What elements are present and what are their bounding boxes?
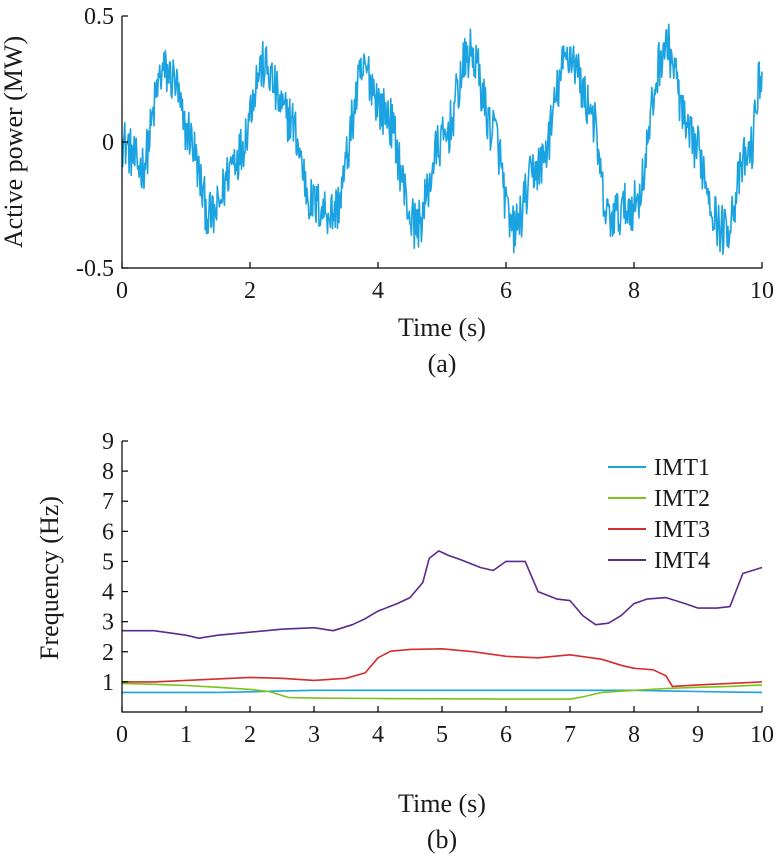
panel-b-series-line-imt4 (122, 550, 763, 640)
panel-b-axis-lines (121, 441, 762, 713)
panel-b-caption: (b) (427, 825, 457, 854)
panel-a-x-axis-label: Time (s) (398, 313, 486, 342)
panel-a-series-line (121, 23, 763, 256)
panel-a-x-tick-label: 8 (628, 278, 640, 304)
panel-b-x-tick-label: 5 (436, 722, 448, 748)
panel-b-y-ticks: 1 2 3 4 5 6 7 8 9 (102, 429, 128, 696)
legend-label-imt4: IMT4 (654, 548, 710, 574)
panel-b-series-group (121, 550, 763, 700)
panel-a-x-tick-label: 4 (372, 278, 384, 304)
panel-b-legend: IMT1 IMT2 IMT3 IMT4 (608, 455, 710, 574)
panel-b-axes (121, 441, 762, 713)
panel-b-x-tick-label: 2 (244, 722, 256, 748)
panel-a-x-ticks: 0 2 4 6 8 10 (116, 262, 774, 304)
panel-b-series-line-imt3 (122, 647, 763, 688)
panel-b-y-tick-label: 7 (102, 489, 114, 515)
panel-b-y-tick-label: 1 (102, 670, 114, 696)
legend-label-imt1: IMT1 (654, 455, 710, 481)
panel-b-y-tick-label: 6 (102, 519, 114, 545)
panel-a-y-axis-label: Active power (MW) (0, 36, 28, 248)
panel-b-x-tick-label: 10 (750, 722, 774, 748)
panel-b-x-tick-label: 7 (564, 722, 576, 748)
panel-a-x-tick-label: 0 (116, 278, 128, 304)
panel-b-x-axis-label: Time (s) (398, 789, 486, 818)
panel-b-y-axis-label: Frequency (Hz) (35, 496, 64, 660)
panel-b-x-tick-label: 4 (372, 722, 384, 748)
legend-label-imt2: IMT2 (654, 486, 710, 512)
panel-b-y-tick-label: 4 (102, 580, 114, 606)
panel-b-frequency-chart: Frequency (Hz) Time (s) (b) 0 1 2 3 4 5 6 7 8 9 10… (35, 429, 774, 854)
panel-b-y-tick-label: 2 (102, 640, 114, 666)
panel-a-caption: (a) (428, 349, 457, 378)
panel-b-series-line-imt1 (122, 689, 763, 694)
panel-a-y-ticks: -0.5 0 0.5 (76, 4, 128, 282)
panel-a-axis-lines (121, 16, 762, 269)
panel-b-y-tick-label: 5 (102, 549, 114, 575)
panel-a-y-tick-label: 0.5 (84, 4, 114, 30)
panel-b-series-line-imt2 (121, 682, 763, 700)
panel-b-x-tick-label: 9 (692, 722, 704, 748)
panel-a-x-tick-label: 6 (500, 278, 512, 304)
panel-b-y-tick-label: 9 (102, 429, 114, 455)
panel-b-x-tick-label: 8 (628, 722, 640, 748)
panel-a-active-power-chart: Active power (MW) Time (s) (a) 0 2 4 6 8 10 -… (0, 4, 774, 378)
panel-b-y-tick-label: 3 (102, 610, 114, 636)
panel-a-x-tick-label: 10 (750, 278, 774, 304)
panel-b-x-tick-label: 3 (308, 722, 320, 748)
legend-label-imt3: IMT3 (654, 517, 710, 543)
panel-a-series-group (121, 23, 763, 256)
panel-b-x-tick-label: 1 (180, 722, 192, 748)
panel-a-axes (121, 16, 762, 269)
panel-a-y-tick-label: -0.5 (76, 256, 114, 282)
panel-b-y-tick-label: 8 (102, 459, 114, 485)
panel-b-x-tick-label: 0 (116, 722, 128, 748)
panel-b-x-ticks: 0 1 2 3 4 5 6 7 8 9 10 (116, 706, 774, 748)
panel-a-x-tick-label: 2 (244, 278, 256, 304)
panel-a-y-tick-label: 0 (102, 130, 114, 156)
panel-b-x-tick-label: 6 (500, 722, 512, 748)
